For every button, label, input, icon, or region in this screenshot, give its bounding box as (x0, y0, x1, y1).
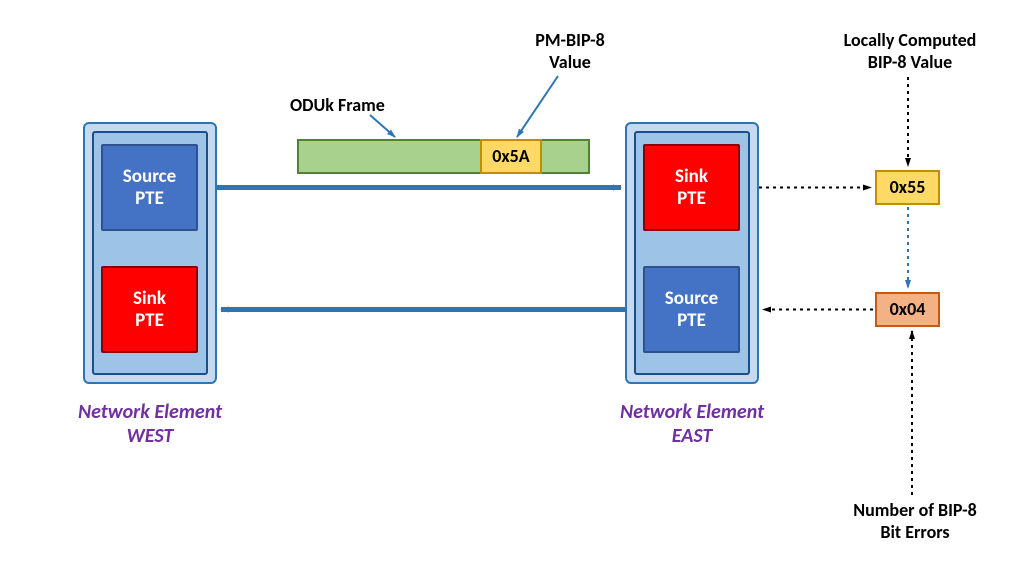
east-source-pte: Source PTE (643, 266, 740, 353)
label-number-errors: Number of BIP-8 Bit Errors (820, 500, 1010, 543)
label-ne-east: Network Element EAST (602, 400, 782, 448)
east-sink-pte: Sink PTE (643, 144, 740, 231)
label-ne-west: Network Element WEST (60, 400, 240, 448)
callout-pm-bip8 (517, 76, 558, 137)
west-source-pte: Source PTE (101, 144, 198, 231)
label-pm-bip8: PM-BIP-8 Value (510, 30, 630, 73)
label-oduk-frame: ODUk Frame (290, 95, 430, 117)
computed-hex-box: 0x55 (875, 170, 940, 205)
oduk-frame-bar (297, 139, 590, 174)
callout-oduk-frame (370, 115, 395, 137)
west-sink-pte: Sink PTE (101, 266, 198, 353)
oduk-frame-hex: 0x5A (480, 139, 542, 174)
errors-hex-box: 0x04 (875, 292, 940, 327)
label-locally-computed: Locally Computed BIP-8 Value (815, 30, 1005, 73)
